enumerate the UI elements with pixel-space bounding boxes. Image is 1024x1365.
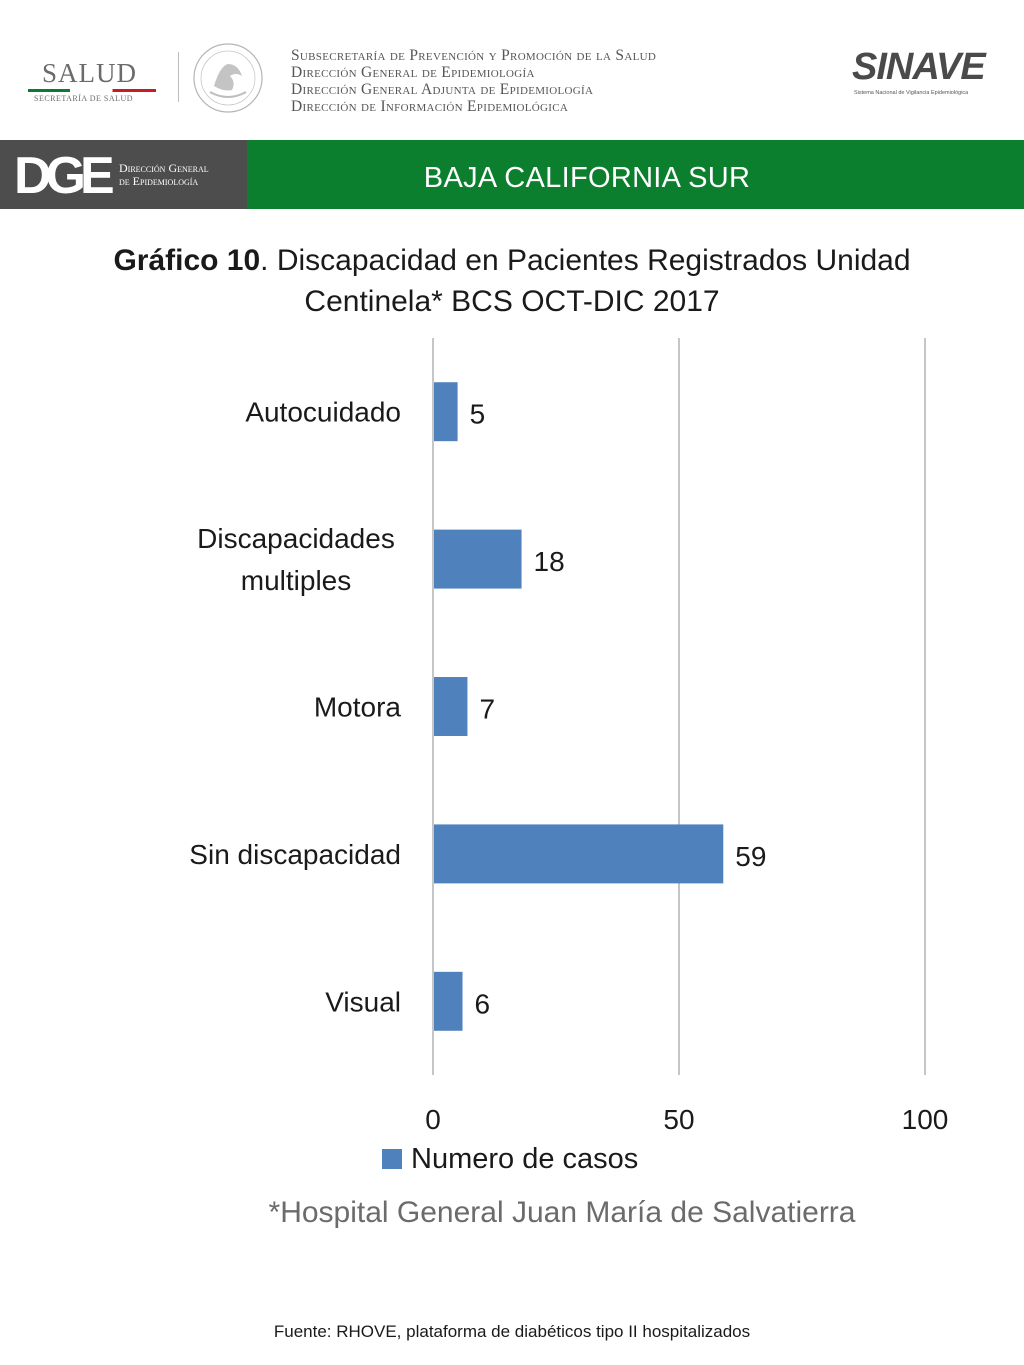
category-label: Sin discapacidad <box>189 839 401 870</box>
data-label: 7 <box>479 694 495 725</box>
bar <box>434 529 522 589</box>
header-divider <box>178 52 179 102</box>
source-note: Fuente: RHOVE, plataforma de diabéticos … <box>273 1322 751 1341</box>
page-header: SALUD SECRETARÍA DE SALUD Subsecretaría … <box>0 0 1024 140</box>
legend-label: Numero de casos <box>411 1142 639 1175</box>
org-line-3: Dirección General Adjunta de Epidemiolog… <box>291 81 594 98</box>
org-line-1: Subsecretaría de Prevención y Promoción … <box>291 47 657 64</box>
salud-logo: SALUD SECRETARÍA DE SALUD <box>28 58 158 106</box>
data-label: 59 <box>735 841 766 872</box>
dge-logo-mark: DGE <box>14 147 115 205</box>
data-label: 5 <box>470 399 486 430</box>
national-seal-icon <box>193 43 263 113</box>
bar <box>434 677 468 736</box>
organization-lines: Subsecretaría de Prevención y Promoción … <box>291 47 656 115</box>
category-label: Discapacidades multiples <box>197 523 395 596</box>
salud-logo-flag-stripe <box>28 89 156 92</box>
category-label: Motora <box>314 692 402 723</box>
dge-logo-text: Dirección General de Epidemiología <box>119 162 209 188</box>
chart-title-text: . Discapacidad en Pacientes Registrados … <box>260 244 911 318</box>
sinave-logo: SINAVE Sistema Nacional de Vigilancia Ep… <box>852 46 992 102</box>
category-label: Visual <box>325 986 401 1017</box>
sinave-logo-word: SINAVE <box>852 46 986 88</box>
dge-text-line-1: Dirección General <box>119 161 209 175</box>
x-tick-label: 0 <box>425 1104 441 1135</box>
bar <box>434 382 458 442</box>
chart-title-number: Gráfico 10 <box>113 244 261 277</box>
dge-banner: DGE Dirección General de Epidemiología <box>0 140 247 209</box>
x-tick-label: 50 <box>663 1104 694 1135</box>
hospital-note: *Hospital General Juan María de Salvatie… <box>268 1196 856 1229</box>
org-line-2: Dirección General de Epidemiología <box>291 64 535 81</box>
x-tick-label: 100 <box>902 1104 949 1135</box>
state-title: BAJA CALIFORNIA SUR <box>423 162 751 194</box>
bar <box>434 971 463 1031</box>
data-label: 6 <box>475 988 491 1019</box>
data-label: 18 <box>534 546 565 577</box>
legend-swatch <box>382 1149 402 1169</box>
bar <box>434 824 724 884</box>
org-line-4: Dirección de Información Epidemiológica <box>291 98 569 115</box>
chart-title: Gráfico 10. Discapacidad en Pacientes Re… <box>60 240 964 322</box>
dge-text-line-2: de Epidemiología <box>119 174 199 188</box>
salud-logo-word: SALUD <box>42 58 138 88</box>
sinave-logo-subtitle: Sistema Nacional de Vigilancia Epidemiol… <box>854 90 969 96</box>
chart-legend: Numero de casos <box>382 1142 638 1176</box>
salud-logo-subtitle: SECRETARÍA DE SALUD <box>34 94 134 103</box>
state-banner: BAJA CALIFORNIA SUR <box>247 140 1024 209</box>
category-label: Autocuidado <box>245 397 401 428</box>
